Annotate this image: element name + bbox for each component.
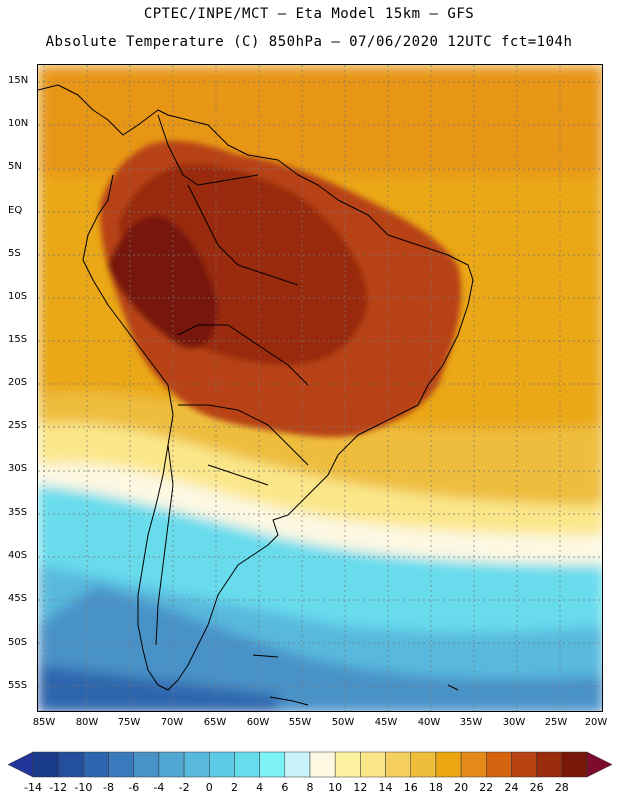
- colorbar-tick-label: 28: [554, 781, 569, 794]
- colorbar-cell: [561, 751, 588, 778]
- colorbar-tick-label: -12: [49, 781, 68, 794]
- lat-label: 20S: [8, 377, 28, 388]
- colorbar-tick-label: 2: [230, 781, 238, 794]
- colorbar-cell: [209, 751, 235, 778]
- colorbar-tick-label: -6: [128, 781, 140, 794]
- colorbar-cell: [511, 751, 537, 778]
- colorbar-cell: [57, 751, 84, 778]
- lat-label: 5N: [8, 161, 22, 172]
- lat-label: 10S: [8, 291, 28, 302]
- tropical-north-field: [38, 65, 602, 175]
- colorbar-cell: [460, 751, 487, 778]
- lat-label: 55S: [8, 680, 28, 691]
- lat-label: 35S: [8, 507, 28, 518]
- colorbar-tick-label: 16: [403, 781, 418, 794]
- colorbar-cell: [83, 751, 109, 778]
- lat-label: 30S: [8, 463, 28, 474]
- map-title-line1: CPTEC/INPE/MCT — Eta Model 15km — GFS: [143, 6, 475, 22]
- colorbar-cell: [108, 751, 134, 778]
- colorbar-tick-label: 0: [205, 781, 213, 794]
- colorbar-cell: [259, 751, 286, 778]
- lon-label: 65W: [203, 717, 227, 728]
- lat-label: 45S: [8, 593, 28, 604]
- lat-label: 40S: [8, 550, 28, 561]
- colorbar-tick-label: -14: [24, 781, 42, 794]
- lat-label: 15N: [8, 75, 29, 86]
- colorbar-tick-label: 8: [306, 781, 314, 794]
- coldest-field: [38, 665, 278, 711]
- colorbar: [7, 751, 613, 778]
- colorbar-tick-label: -2: [178, 781, 190, 794]
- map-canvas: [38, 65, 602, 711]
- colorbar-cell: [435, 751, 462, 778]
- colorbar-tick-label: -10: [74, 781, 93, 794]
- lon-label: 55W: [288, 717, 312, 728]
- mild-field: [38, 423, 602, 565]
- colorbar-cell: [410, 751, 437, 778]
- lon-label: 40W: [417, 717, 441, 728]
- colorbar-cell: [284, 751, 311, 778]
- lon-label: 30W: [502, 717, 526, 728]
- colorbar-tick-label: 24: [504, 781, 519, 794]
- colorbar-tick-label: 4: [256, 781, 264, 794]
- colorbar-tick-label: 10: [328, 781, 343, 794]
- lon-label: 70W: [160, 717, 184, 728]
- lon-label: 20W: [584, 717, 608, 728]
- colorbar-cell: [32, 751, 59, 778]
- colorbar-tick-label: 20: [454, 781, 469, 794]
- lat-label: 5S: [8, 248, 21, 259]
- colorbar-tick-label: -8: [103, 781, 115, 794]
- colorbar-cell: [234, 751, 260, 778]
- lon-label: 85W: [32, 717, 56, 728]
- cool-field: [38, 463, 602, 575]
- colorbar-cell: [536, 751, 563, 778]
- colorbar-tick-label: 14: [378, 781, 393, 794]
- lon-label: 60W: [246, 717, 270, 728]
- colorbar-cell: [486, 751, 512, 778]
- colorbar-cell: [360, 751, 386, 778]
- lat-label: 25S: [8, 420, 28, 431]
- very-cold-field: [38, 585, 602, 711]
- colorbar-cell: [158, 751, 185, 778]
- colorbar-tick-label: -4: [153, 781, 165, 794]
- colorbar-under-triangle: [7, 751, 34, 778]
- colorbar-cell: [183, 751, 210, 778]
- hottest-interior-zone: [108, 215, 218, 349]
- colorbar-cell: [133, 751, 160, 778]
- lat-label: 15S: [8, 334, 28, 345]
- temperature-map: [37, 64, 603, 712]
- lon-label: 75W: [117, 717, 141, 728]
- lat-label: 10N: [8, 118, 29, 129]
- colorbar-tick-label: 6: [281, 781, 289, 794]
- map-title-line2: Absolute Temperature (C) 850hPa — 07/06/…: [45, 34, 573, 50]
- colorbar-cell: [334, 751, 361, 778]
- colorbar-cell: [309, 751, 336, 778]
- coastlines: [38, 84, 474, 706]
- colorbar-cell: [385, 751, 411, 778]
- lon-label: 35W: [459, 717, 483, 728]
- lat-label: 50S: [8, 637, 28, 648]
- colorbar-tick-label: 18: [428, 781, 443, 794]
- lat-label: EQ: [8, 205, 23, 216]
- colorbar-tick-label: 12: [353, 781, 368, 794]
- lon-label: 25W: [544, 717, 568, 728]
- graticule: [38, 65, 602, 711]
- lon-label: 80W: [75, 717, 99, 728]
- lon-label: 50W: [331, 717, 355, 728]
- colorbar-tick-label: 26: [529, 781, 544, 794]
- colorbar-over-triangle: [586, 751, 613, 778]
- colorbar-tick-label: 22: [479, 781, 494, 794]
- lon-label: 45W: [374, 717, 398, 728]
